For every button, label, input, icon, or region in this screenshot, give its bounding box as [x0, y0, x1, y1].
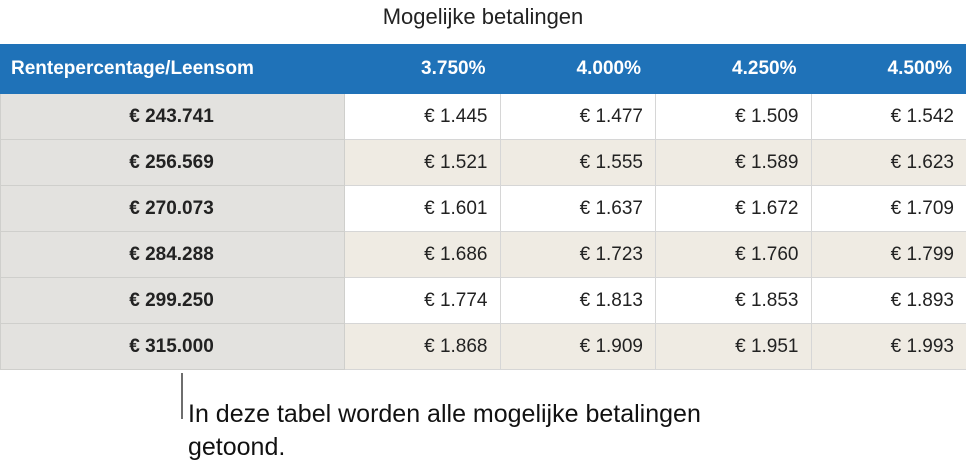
table-row: € 315.000 € 1.868 € 1.909 € 1.951 € 1.99…: [0, 323, 966, 370]
payment-cell: € 1.686: [344, 231, 501, 278]
header-cell-rate: 4.500%: [810, 44, 966, 94]
payment-cell: € 1.868: [344, 323, 501, 370]
payment-cell: € 1.853: [655, 277, 812, 324]
payment-cell: € 1.589: [655, 139, 812, 186]
row-header-loan-amount: € 284.288: [0, 231, 345, 278]
table-row: € 284.288 € 1.686 € 1.723 € 1.760 € 1.79…: [0, 231, 966, 278]
payment-cell: € 1.774: [344, 277, 501, 324]
row-header-loan-amount: € 243.741: [0, 93, 345, 140]
header-cell-rate: 4.250%: [655, 44, 812, 94]
payment-cell: € 1.542: [810, 93, 966, 140]
table-row: € 270.073 € 1.601 € 1.637 € 1.672 € 1.70…: [0, 185, 966, 232]
row-header-loan-amount: € 270.073: [0, 185, 345, 232]
payment-cell: € 1.672: [655, 185, 812, 232]
callout-leader-line: [181, 373, 183, 419]
payment-cell: € 1.893: [810, 277, 966, 324]
payment-cell: € 1.509: [655, 93, 812, 140]
payment-cell: € 1.521: [344, 139, 501, 186]
table-row: € 243.741 € 1.445 € 1.477 € 1.509 € 1.54…: [0, 93, 966, 140]
callout-text: In deze tabel worden alle mogelijke beta…: [188, 400, 701, 461]
payments-table: Rentepercentage/Leensom 3.750% 4.000% 4.…: [0, 44, 966, 370]
payment-cell: € 1.799: [810, 231, 966, 278]
table-row: € 256.569 € 1.521 € 1.555 € 1.589 € 1.62…: [0, 139, 966, 186]
header-cell-rate: 3.750%: [344, 44, 501, 94]
payment-cell: € 1.993: [810, 323, 966, 370]
row-header-loan-amount: € 256.569: [0, 139, 345, 186]
payment-cell: € 1.445: [344, 93, 501, 140]
header-cell-rate: 4.000%: [499, 44, 656, 94]
payment-cell: € 1.555: [499, 139, 656, 186]
header-cell-rate-loan: Rentepercentage/Leensom: [0, 44, 345, 94]
table-row: € 299.250 € 1.774 € 1.813 € 1.853 € 1.89…: [0, 277, 966, 324]
payment-cell: € 1.951: [655, 323, 812, 370]
payment-cell: € 1.601: [344, 185, 501, 232]
table-title: Mogelijke betalingen: [382, 4, 584, 29]
payment-cell: € 1.723: [499, 231, 656, 278]
payment-cell: € 1.909: [499, 323, 656, 370]
payment-cell: € 1.637: [499, 185, 656, 232]
payment-cell: € 1.477: [499, 93, 656, 140]
payment-cell: € 1.623: [810, 139, 966, 186]
payment-cell: € 1.709: [810, 185, 966, 232]
payment-cell: € 1.813: [499, 277, 656, 324]
header-row: Rentepercentage/Leensom 3.750% 4.000% 4.…: [0, 44, 966, 94]
row-header-loan-amount: € 299.250: [0, 277, 345, 324]
payment-cell: € 1.760: [655, 231, 812, 278]
row-header-loan-amount: € 315.000: [0, 323, 345, 370]
